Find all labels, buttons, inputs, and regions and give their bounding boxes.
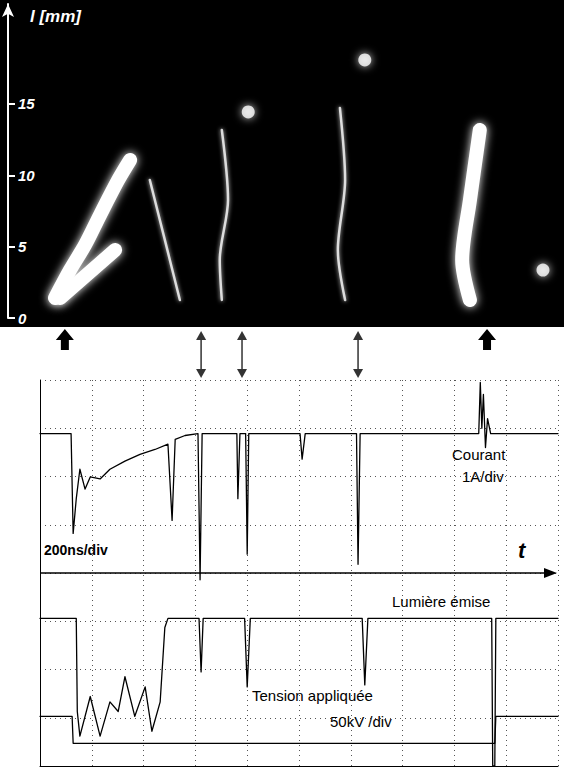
svg-text:Courant: Courant: [452, 446, 506, 463]
svg-text:10: 10: [18, 167, 35, 184]
svg-text:50kV /div: 50kV /div: [330, 713, 392, 730]
svg-text:5: 5: [18, 238, 27, 255]
svg-text:15: 15: [18, 95, 35, 112]
svg-text:t: t: [518, 538, 527, 563]
svg-text:Tension appliquée: Tension appliquée: [252, 687, 373, 704]
svg-text:200ns/div: 200ns/div: [44, 542, 108, 558]
svg-text:Lumière émise: Lumière émise: [392, 593, 490, 610]
svg-text:l [mm]: l [mm]: [30, 7, 82, 26]
svg-text:0: 0: [18, 310, 27, 327]
svg-text:1A/div: 1A/div: [462, 468, 504, 485]
